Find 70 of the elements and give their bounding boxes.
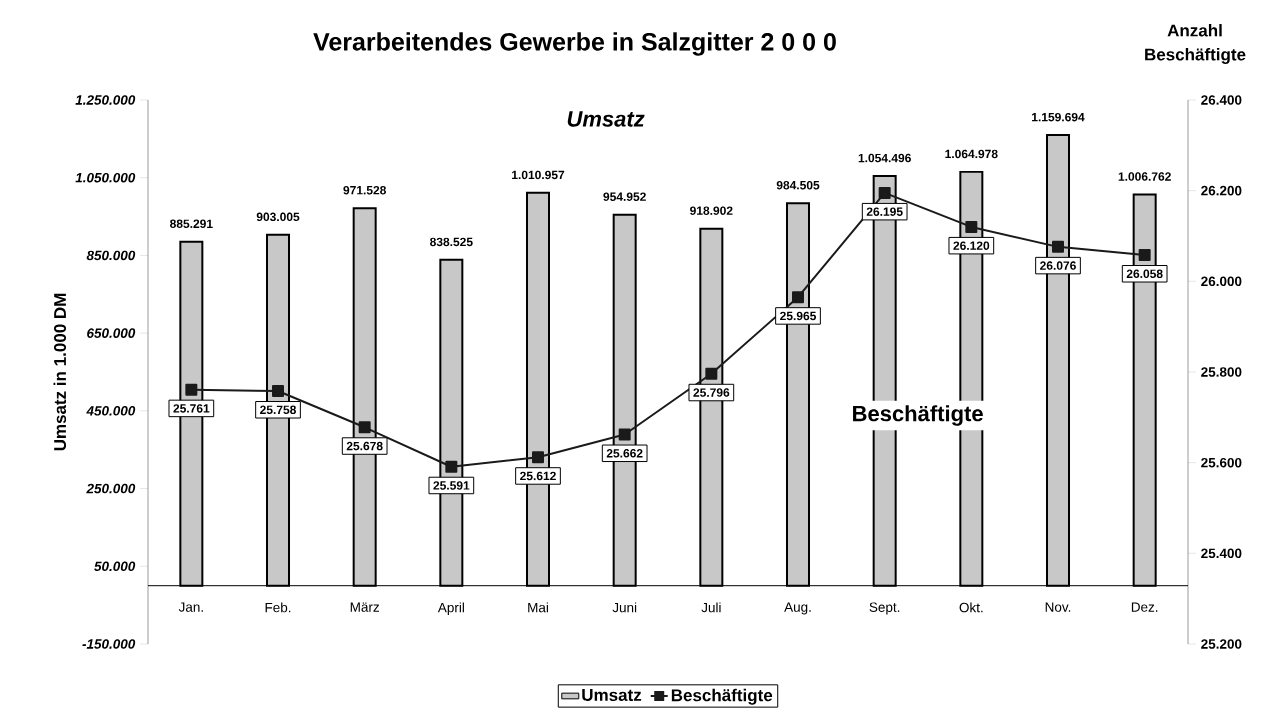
data-label: 25.662 (606, 449, 643, 458)
y2-tick-label: 26.400 (1201, 95, 1242, 105)
y-tick-label: 50.000 (94, 561, 136, 572)
data-label: 984.505 (776, 180, 820, 190)
legend-label: Beschäftigte (671, 688, 773, 705)
x-tick-label: Juni (612, 602, 637, 613)
data-label: 903.005 (256, 212, 300, 222)
x-tick-label: Feb. (265, 602, 291, 613)
y2-tick-label: 25.800 (1201, 367, 1242, 377)
y2-axis-title: Anzahl Beschäftigte (1145, 24, 1246, 64)
point (185, 383, 198, 396)
point (618, 428, 631, 441)
data-label: 1.010.957 (512, 170, 565, 180)
legend-label: Umsatz (582, 689, 642, 701)
x-tick-label: Sept. (869, 602, 900, 615)
data-label: 25.796 (693, 388, 730, 397)
y-tick-label: 650.000 (87, 328, 136, 338)
point (272, 385, 285, 398)
x-tick-label: März (350, 602, 379, 612)
point (1052, 240, 1064, 253)
x-tick-label: Juli (701, 602, 721, 613)
x-tick-label: Dez. (1131, 602, 1158, 612)
point (792, 291, 804, 304)
y2-tick-label: 25.400 (1201, 548, 1242, 559)
y2-tick-label: 25.600 (1201, 457, 1242, 468)
data-label: 26.058 (1126, 269, 1163, 279)
data-label: 885.291 (170, 219, 213, 229)
data-label: 26.195 (866, 207, 903, 216)
x-tick-label: Nov. (1045, 602, 1071, 612)
y2-tick-label: 26.200 (1201, 185, 1242, 196)
y2-tick-label: 26.000 (1201, 276, 1242, 287)
data-label: 25.591 (433, 481, 470, 490)
data-label: 1.064.978 (945, 149, 998, 159)
point (1138, 249, 1151, 262)
data-label: 1.159.694 (1032, 112, 1085, 122)
data-label: 25.678 (346, 441, 383, 451)
y-tick-label: 1.250.000 (75, 95, 136, 105)
point (878, 186, 891, 199)
x-tick-label: Okt. (959, 602, 983, 613)
x-tick-label: Jan. (178, 602, 203, 612)
y-tick-label: -150.000 (82, 639, 136, 649)
point (358, 421, 371, 434)
data-label: 25.761 (173, 404, 210, 413)
y-tick-label: 850.000 (86, 250, 136, 261)
x-tick-label: Mai (528, 602, 548, 613)
point (532, 451, 545, 464)
y2-tick-label: 25.200 (1201, 639, 1242, 649)
data-label: 25.758 (260, 405, 296, 415)
x-tick-label: Aug. (784, 602, 811, 615)
data-label: 1.006.762 (1118, 172, 1171, 181)
data-label: 1.054.496 (858, 153, 911, 163)
x-tick-label: April (437, 602, 464, 615)
annotation: Beschäftigte (853, 405, 983, 426)
chart-title: Verarbeitendes Gewerbe in Salzgitter 2 0 0 0 (313, 32, 836, 56)
data-label: 954.952 (603, 192, 646, 201)
data-label: 25.612 (520, 471, 556, 481)
data-label: 26.076 (1040, 261, 1076, 270)
y-axis-title: Umsatz in 1.000 DM (53, 293, 67, 451)
y-tick-label: 250.000 (86, 483, 136, 494)
point (965, 220, 978, 233)
data-label: 918.902 (690, 206, 733, 215)
y-tick-label: 1.050.000 (75, 172, 136, 183)
data-label: 971.528 (343, 186, 386, 195)
point (705, 367, 718, 380)
point (445, 460, 458, 473)
y-tick-label: 450.000 (86, 406, 136, 416)
data-label: 25.965 (780, 311, 817, 321)
annotation: Umsatz (567, 111, 645, 127)
data-label: 26.120 (953, 241, 990, 250)
data-label: 838.525 (430, 237, 473, 247)
